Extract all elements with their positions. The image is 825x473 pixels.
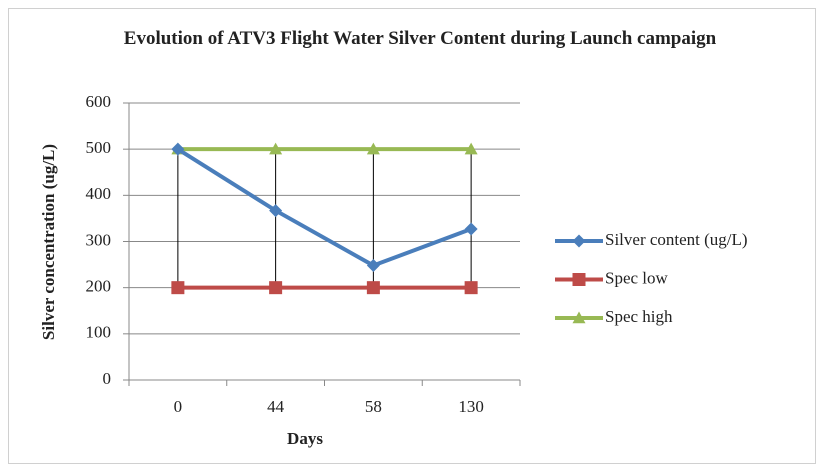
legend-label: Spec high — [605, 307, 673, 326]
marker — [572, 273, 586, 286]
marker — [572, 234, 586, 248]
marker — [366, 259, 380, 273]
marker — [269, 142, 283, 155]
marker — [572, 311, 586, 324]
marker — [269, 204, 283, 218]
y-tick-label: 500 — [86, 138, 112, 157]
y-tick-label: 0 — [103, 369, 112, 388]
x-tick-label: 44 — [267, 397, 285, 416]
legend-label: Silver content (ug/L) — [605, 230, 748, 249]
x-axis-title: Days — [287, 429, 323, 448]
marker — [366, 281, 380, 295]
y-tick-label: 600 — [86, 92, 112, 111]
chart-title: Evolution of ATV3 Flight Water Silver Co… — [123, 28, 717, 49]
marker — [171, 142, 185, 156]
marker — [269, 281, 283, 295]
y-tick-label: 100 — [86, 323, 112, 342]
x-tick-label: 130 — [458, 397, 484, 416]
legend-label: Spec low — [605, 268, 669, 287]
x-tick-label: 0 — [174, 397, 183, 416]
chart-frame — [8, 8, 816, 464]
marker — [366, 142, 380, 155]
marker — [171, 281, 185, 295]
marker — [464, 142, 478, 155]
y-tick-label: 400 — [86, 184, 112, 203]
y-tick-label: 200 — [86, 277, 112, 296]
series-line — [176, 147, 472, 268]
y-tick-label: 300 — [86, 230, 112, 249]
marker — [464, 281, 478, 295]
y-axis-title: Silver concentration (ug/L) — [39, 144, 58, 340]
marker — [464, 222, 478, 236]
x-tick-label: 58 — [365, 397, 382, 416]
